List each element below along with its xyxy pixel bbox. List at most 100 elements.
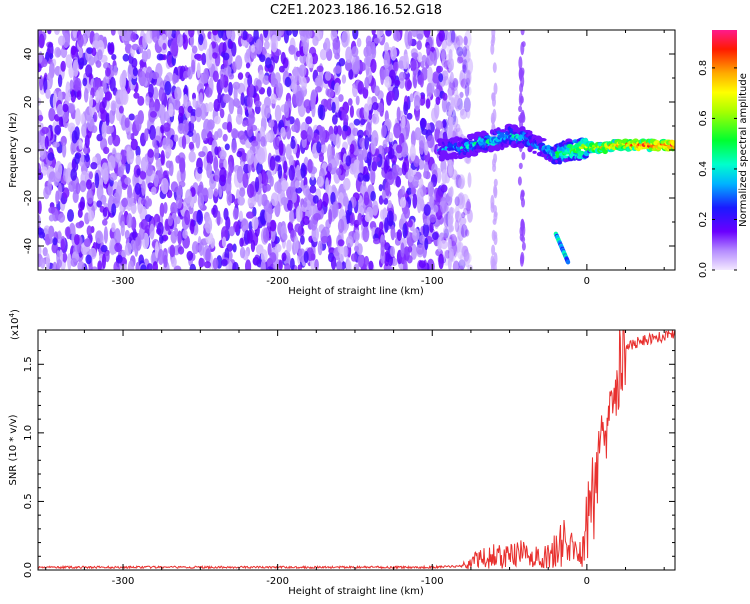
heatmap-noise-cell [455, 235, 461, 253]
heatmap-noise-cell [221, 236, 227, 248]
heatmap-noise-cell [378, 184, 383, 192]
heatmap-noise-cell [224, 94, 231, 102]
heatmap-signal-cell [452, 152, 457, 156]
heatmap-noise-cell [132, 67, 138, 77]
heatmap-noise-cell [467, 264, 473, 270]
heatmap-noise-cell [458, 216, 467, 226]
heatmap-noise-cell [126, 146, 131, 164]
heatmap-noise-cell [133, 92, 140, 99]
heatmap-noise-cell [122, 263, 128, 270]
heatmap-noise-cell [266, 86, 272, 97]
heatmap-noise-cell [157, 249, 165, 265]
heatmap-noise-cell [244, 52, 249, 64]
heatmap-noise-cell [436, 167, 442, 184]
heatmap-noise-cell [362, 174, 370, 182]
heatmap-noise-cell [79, 201, 85, 209]
heatmap-noise-cell [237, 30, 242, 37]
heatmap-noise-cell [54, 30, 60, 35]
heatmap-noise-cell [198, 92, 204, 105]
heatmap-noise-cell [198, 33, 204, 46]
heatmap-noise-cell [38, 51, 43, 63]
heatmap-noise-cell [119, 72, 127, 90]
heatmap-noise-cell [239, 187, 246, 198]
heatmap-noise-cell [70, 168, 77, 181]
heatmap-noise-cell [457, 176, 465, 189]
heatmap-noise-cell [454, 35, 460, 52]
heatmap-noise-cell [302, 184, 310, 196]
heatmap-noise-cell [269, 156, 276, 171]
heatmap-noise-cell [376, 30, 384, 37]
heatmap-noise-cell [455, 40, 464, 57]
heatmap-noise-cell [423, 218, 431, 225]
heatmap-signal-cell [503, 144, 509, 148]
heatmap-noise-cell [386, 90, 395, 102]
heatmap-noise-cell [452, 87, 459, 97]
heatmap-noise-cell [45, 88, 51, 100]
heatmap-noise-cell [372, 156, 381, 163]
heatmap-noise-cell [110, 42, 115, 54]
heatmap-noise-cell [40, 166, 48, 176]
heatmap-noise-cell [121, 197, 128, 208]
heatmap-streak-cell [491, 92, 496, 102]
heatmap-noise-cell [302, 41, 309, 55]
heatmap-noise-cell [450, 235, 458, 249]
heatmap-noise-cell [466, 70, 471, 87]
heatmap-noise-cell [305, 52, 313, 69]
heatmap-noise-cell [252, 256, 260, 266]
heatmap-noise-cell [212, 52, 218, 59]
heatmap-noise-cell [384, 181, 391, 197]
heatmap-streak-cell [447, 257, 452, 270]
heatmap-noise-cell [419, 140, 425, 155]
heatmap-noise-cell [164, 81, 172, 96]
heatmap-noise-cell [305, 200, 312, 211]
heatmap-noise-cell [306, 126, 313, 143]
heatmap-noise-cell [101, 122, 107, 139]
heatmap-diagonal-trace [553, 231, 571, 265]
heatmap-noise-cell [183, 70, 189, 79]
heatmap-noise-cell [135, 154, 141, 167]
heatmap-noise-cell [85, 153, 90, 163]
heatmap-noise-cell [342, 196, 349, 207]
heatmap-noise-cell [38, 63, 42, 73]
heatmap-noise-cell [165, 30, 173, 38]
heatmap-noise-cell [234, 55, 243, 70]
heatmap-noise-cell [43, 77, 48, 94]
heatmap-noise-cell [456, 193, 464, 206]
heatmap-noise-cell [312, 35, 319, 47]
snr-y-tick-label: 0.5 [23, 493, 34, 509]
heatmap-noise-cell [114, 152, 122, 163]
heatmap-noise-cell [220, 73, 225, 90]
heatmap-noise-cell [455, 102, 461, 112]
heatmap-noise-cell [400, 242, 405, 258]
heatmap-noise-cell [432, 71, 440, 84]
heatmap-noise-cell [174, 98, 181, 111]
heatmap-noise-cell [316, 141, 322, 154]
heatmap-noise-cell [163, 202, 168, 214]
heatmap-noise-cell [126, 131, 132, 140]
heatmap-noise-cell [273, 136, 280, 150]
heatmap-noise-cell [232, 81, 241, 90]
heatmap-noise-cell [372, 102, 379, 111]
heatmap-noise-cell [374, 148, 380, 157]
heatmap-noise-cell [411, 30, 418, 38]
heatmap-noise-cell [122, 53, 130, 62]
heatmap-noise-cell [260, 259, 266, 270]
heatmap-noise-cell [464, 229, 470, 237]
heatmap-noise-cell [69, 79, 74, 92]
heatmap-noise-cell [356, 243, 363, 256]
heatmap-noise-cell [187, 105, 193, 113]
snr-x-tick-label: 0 [584, 576, 590, 587]
heatmap-noise-cell [338, 58, 346, 67]
heatmap-y-tick-label: 20 [23, 96, 34, 109]
heatmap-noise-cell [44, 135, 49, 150]
heatmap-noise-cell [249, 83, 254, 98]
heatmap-noise-cell [436, 65, 443, 73]
heatmap-noise-cell [138, 44, 144, 54]
heatmap-streak-cell [518, 105, 523, 113]
heatmap-noise-cell [317, 240, 323, 256]
snr-y-axis-label: SNR (10 * v/v) [8, 414, 19, 485]
heatmap-noise-cell [379, 221, 384, 231]
heatmap-noise-cell [316, 65, 324, 73]
heatmap-noise-cell [51, 243, 58, 254]
